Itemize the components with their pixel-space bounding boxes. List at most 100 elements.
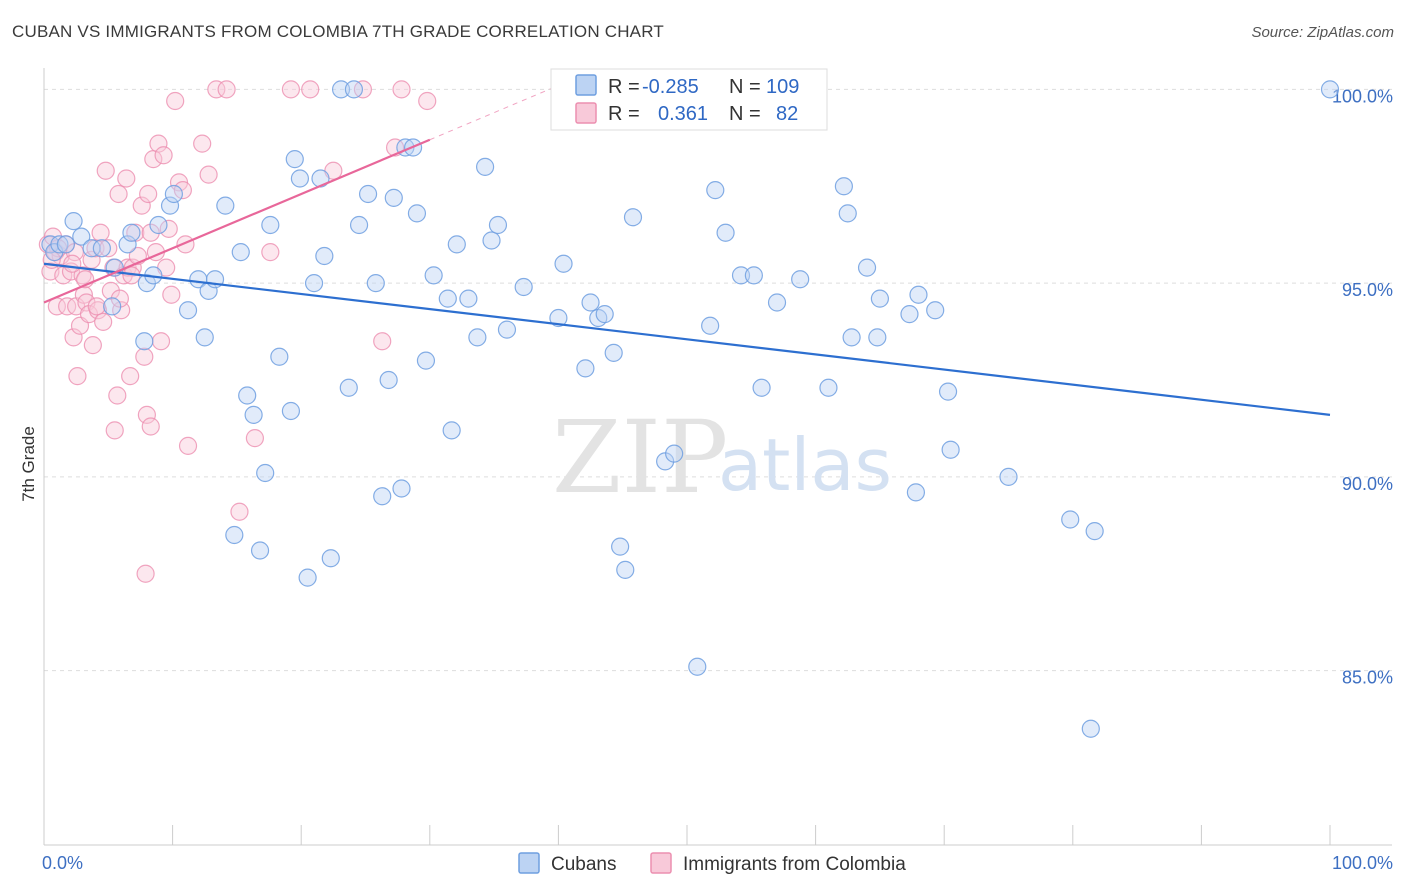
cubans-point [488,215,508,235]
colombia-point [87,297,106,316]
cubans-point [304,274,324,293]
correlation-legend: R = -0.285 N = 109 R = 0.361 N = 82 [550,68,828,131]
source-label: Source: ZipAtlas.com [1251,24,1394,41]
colombia-point [137,405,156,424]
cubans-point [554,254,573,273]
gridlines [44,88,1392,672]
cubans-point [50,235,69,254]
legend-box [550,68,828,131]
colombia-point [109,184,128,204]
cubans-point [366,274,385,293]
bottom-legend-swatch-colombia [650,852,672,874]
cubans-point [581,293,600,312]
colombia-point [261,243,280,262]
colombia-point [178,436,198,455]
cubans-point [688,657,707,676]
colombia-point [139,184,158,204]
cubans-point [1320,80,1340,99]
cubans-point [665,444,684,463]
cubans-point [1081,719,1100,738]
cubans-point [604,343,623,362]
cubans-point [149,215,168,235]
bottom-legend-label-colombia: Immigrants from Colombia [683,854,906,875]
cubans-point [349,215,369,235]
cubans-point [92,239,111,258]
cubans-point [909,285,928,304]
x-tick-label: 100.0% [1332,853,1393,873]
cubans-point [216,196,235,215]
colombia-point [136,564,155,583]
colombia-point [199,165,218,184]
cubans-point [938,382,958,401]
watermark: ZIP atlas [552,399,892,516]
legend-r-label-colombia: R = [608,103,640,125]
cubans-point [706,181,725,200]
cubans-point [281,401,301,421]
cubans-point [261,215,280,235]
colombia-point [173,181,192,200]
colombia-point [207,80,226,99]
cubans-point [616,560,635,579]
cubans-point [82,239,101,258]
cubans-point [468,328,487,347]
trend-lines [43,85,1331,416]
colombia-point [135,347,154,366]
legend-n-label-colombia: N = [729,103,761,125]
colombia-point [154,146,173,165]
cubans-point [331,80,351,99]
cubans-point [838,204,857,223]
cubans-point [270,347,289,366]
colombia-point [230,502,249,521]
colombia-point [141,223,160,242]
cubans-point [416,351,436,370]
cubans-point [373,487,392,506]
colombia-point [373,332,392,351]
colombia-point [193,134,212,153]
colombia-point [110,289,129,308]
cubans-point [870,289,890,308]
cubans-point [868,328,887,347]
y-tick-label: 90.0% [1342,474,1393,494]
cubans-point [103,297,122,316]
legend-n-value-cubans: 109 [766,76,799,98]
cubans-point [250,541,270,560]
cubans-point [392,479,411,498]
axes [43,68,1392,846]
cubans-point [315,246,334,266]
cubans-point [716,223,735,242]
colombia-point [217,80,236,99]
cubans-point [135,332,154,351]
colombia-point [151,332,171,351]
colombia-point [281,80,301,99]
cubans-point [238,386,257,405]
cubans-point [941,440,960,459]
colombia-point [301,80,320,99]
colombia-point [79,305,99,324]
cubans-point [611,537,630,556]
watermark-atlas: atlas [718,423,892,507]
cubans-point [122,223,141,242]
cubans-point [744,266,763,285]
legend-r-value-cubans: -0.285 [642,76,699,98]
cubans-point [701,316,720,335]
colombia-point [64,328,83,347]
colombia-point [162,285,181,304]
cubans-point [256,463,275,483]
cubans-point [384,188,403,207]
cubans-point [842,328,861,347]
colombia-points [38,80,437,583]
cubans-point [344,80,364,99]
cubans-point [231,243,250,262]
cubans-point [514,277,533,297]
cubans-point [164,184,183,204]
colombia-point [83,336,102,355]
colombia-point [245,429,265,448]
cubans-point [906,483,926,502]
colombia-point [121,367,140,386]
cubans-point [834,177,853,196]
colombia-point [159,219,178,238]
cubans-point [225,525,244,545]
cubans-point [623,208,643,227]
cubans-point [459,289,478,308]
cubans-point [72,227,91,246]
